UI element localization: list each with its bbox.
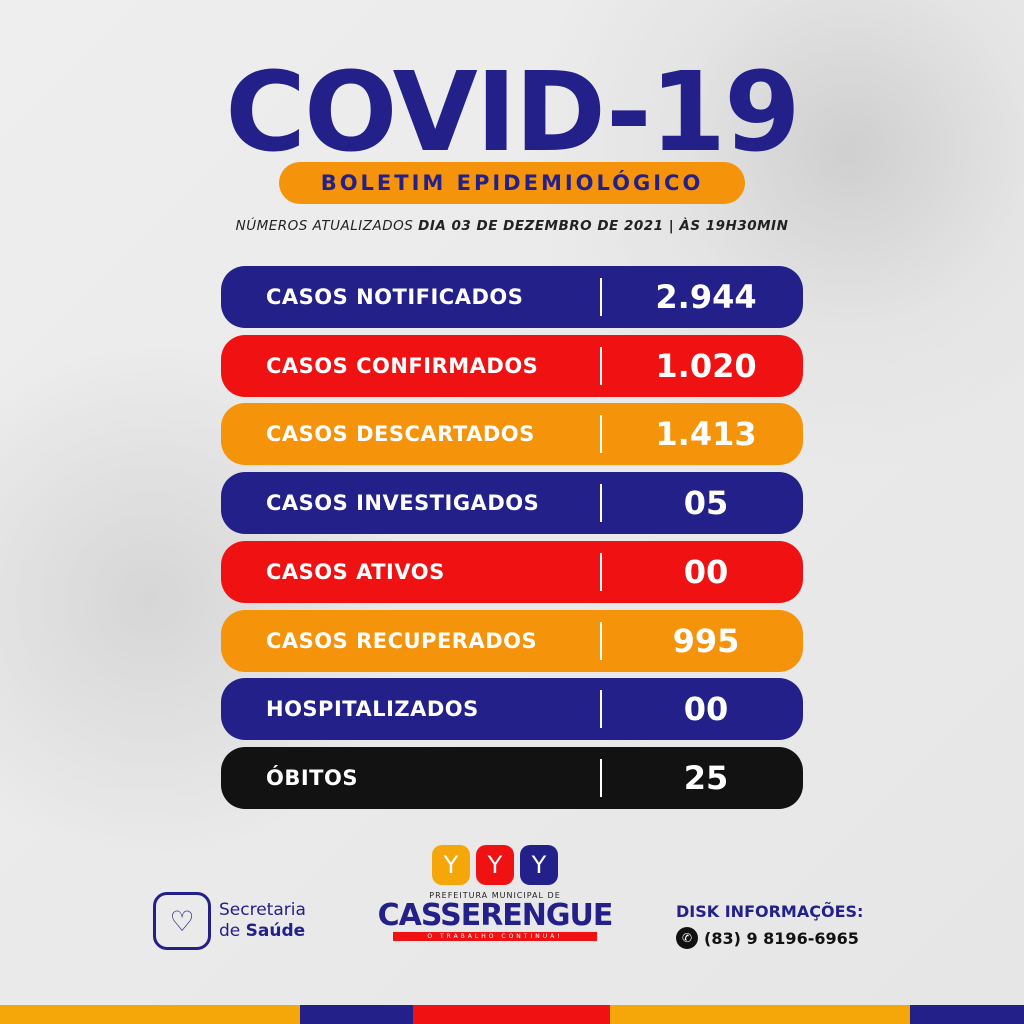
slogan: O TRABALHO CONTINUA! [393,932,597,941]
stat-value: 1.413 [655,415,757,454]
update-info: NÚMEROS ATUALIZADOS DIA 03 DE DEZEMBRO D… [0,218,1024,234]
page-title: COVID-19 [225,48,800,176]
stat-row: CASOS ATIVOS 00 [221,540,803,603]
stat-row: CASOS NOTIFICADOS 2.944 [221,266,803,328]
secretaria-line2: de [219,921,246,941]
divider [600,484,602,523]
disk-info: DISK INFORMAÇÕES: ✆ (83) 9 8196-6965 [676,902,863,949]
stat-label: CASOS DESCARTADOS [266,422,535,447]
stat-value: 1.020 [655,346,757,385]
divider [600,621,602,660]
footer-stripe [300,1005,413,1024]
update-prefix: NÚMEROS ATUALIZADOS [235,218,414,234]
stat-label: CASOS RECUPERADOS [266,628,538,653]
stat-row: HOSPITALIZADOS 00 [221,678,803,741]
stat-value: 2.944 [655,278,757,316]
stat-value: 00 [683,690,729,729]
footer-stripe [610,1005,910,1024]
divider [600,690,602,729]
child-icon: Y [476,845,514,885]
child-icon: Y [520,845,558,885]
divider [600,278,602,316]
subtitle-badge: BOLETIM EPIDEMIOLÓGICO [279,162,745,204]
children-icon-group: Y Y Y [375,845,615,885]
heart-shield-icon: ♡ [153,892,211,950]
divider [600,415,602,454]
prefeitura-logo: Y Y Y PREFEITURA MUNICIPAL DE CASSERENGU… [375,845,615,941]
update-date: DIA 03 DE DEZEMBRO DE 2021 | ÀS 19H30MIN [418,218,789,234]
stat-label: CASOS INVESTIGADOS [266,491,540,516]
city-name: CASSERENGUE [377,898,614,933]
stat-value: 00 [683,552,729,591]
divider [600,346,602,385]
secretaria-saude-logo: ♡ Secretaria de Saúde [153,892,306,950]
stat-row: ÓBITOS 25 [221,746,803,809]
footer-stripe [910,1005,1024,1024]
footer-stripe [0,1005,300,1024]
stat-row: CASOS INVESTIGADOS 05 [221,472,803,535]
phone-number[interactable]: (83) 9 8196-6965 [704,928,859,948]
stat-label: ÓBITOS [266,765,358,790]
stat-value: 05 [683,484,729,523]
secretaria-line1: Secretaria [219,900,306,920]
stat-label: CASOS ATIVOS [266,559,445,584]
divider [600,758,602,797]
whatsapp-icon: ✆ [676,927,698,949]
stat-label: CASOS CONFIRMADOS [266,353,539,378]
footer-stripe [413,1005,610,1024]
stat-row: CASOS RECUPERADOS 995 [221,609,803,672]
child-icon: Y [432,845,470,885]
disk-heading: DISK INFORMAÇÕES: [676,902,864,921]
stat-row: CASOS CONFIRMADOS 1.020 [221,334,803,397]
prefeitura-label: PREFEITURA MUNICIPAL DE [429,891,561,900]
stat-label: CASOS NOTIFICADOS [266,285,524,309]
stat-value: 25 [683,758,729,797]
stat-value: 995 [672,621,740,660]
divider [600,552,602,591]
secretaria-saude: Saúde [245,921,306,941]
stat-row: CASOS DESCARTADOS 1.413 [221,403,803,466]
stat-label: HOSPITALIZADOS [266,697,479,722]
